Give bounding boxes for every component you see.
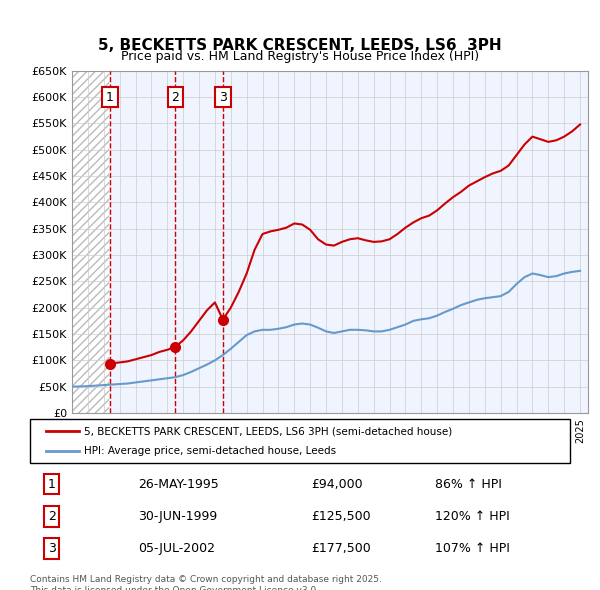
Text: 5, BECKETTS PARK CRESCENT, LEEDS, LS6 3PH (semi-detached house): 5, BECKETTS PARK CRESCENT, LEEDS, LS6 3P… [84, 427, 452, 436]
Text: 26-MAY-1995: 26-MAY-1995 [138, 478, 219, 491]
Text: 5, BECKETTS PARK CRESCENT, LEEDS, LS6  3PH: 5, BECKETTS PARK CRESCENT, LEEDS, LS6 3P… [98, 38, 502, 53]
Text: HPI: Average price, semi-detached house, Leeds: HPI: Average price, semi-detached house,… [84, 446, 336, 455]
FancyBboxPatch shape [30, 419, 570, 463]
Text: 05-JUL-2002: 05-JUL-2002 [138, 542, 215, 555]
Text: 1: 1 [47, 478, 56, 491]
Text: 30-JUN-1999: 30-JUN-1999 [138, 510, 217, 523]
Text: £177,500: £177,500 [311, 542, 371, 555]
Text: Price paid vs. HM Land Registry's House Price Index (HPI): Price paid vs. HM Land Registry's House … [121, 50, 479, 63]
Text: 3: 3 [219, 91, 227, 104]
Text: 2: 2 [47, 510, 56, 523]
Text: 1: 1 [106, 91, 114, 104]
Text: 3: 3 [47, 542, 56, 555]
Text: 2: 2 [171, 91, 179, 104]
Text: £125,500: £125,500 [311, 510, 370, 523]
Text: Contains HM Land Registry data © Crown copyright and database right 2025.
This d: Contains HM Land Registry data © Crown c… [30, 575, 382, 590]
Text: 86% ↑ HPI: 86% ↑ HPI [435, 478, 502, 491]
Text: 107% ↑ HPI: 107% ↑ HPI [435, 542, 510, 555]
Bar [72, 71, 109, 413]
Text: 120% ↑ HPI: 120% ↑ HPI [435, 510, 510, 523]
Text: £94,000: £94,000 [311, 478, 362, 491]
